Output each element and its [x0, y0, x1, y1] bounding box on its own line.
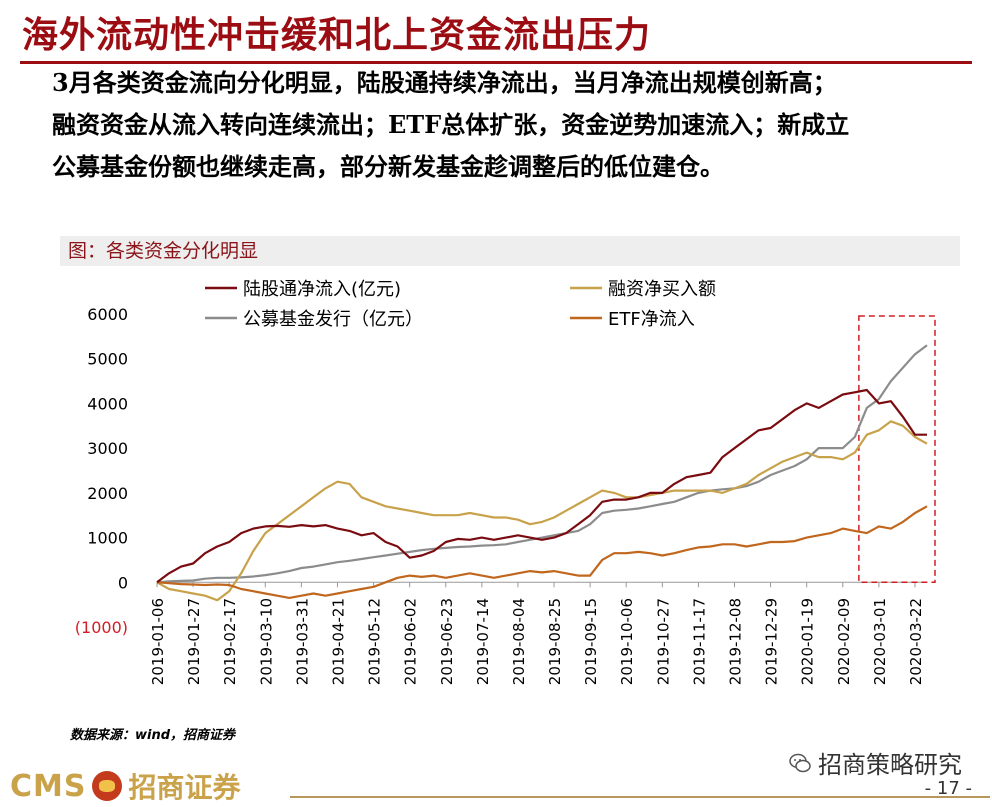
- y-tick-label: 5000: [87, 350, 128, 369]
- wechat-account: 招商策略研究: [788, 745, 962, 780]
- x-tick-label: 2019-04-21: [329, 598, 347, 685]
- x-tick-label: 2019-12-08: [727, 598, 745, 685]
- legend-label: ETF净流入: [608, 309, 695, 330]
- y-tick-label: 6000: [87, 305, 128, 324]
- y-tick-label: 2000: [87, 484, 128, 503]
- y-tick-label: 1000: [87, 529, 128, 548]
- brand-name: 招商证券: [128, 771, 241, 804]
- slide-title: 海外流动性冲击缓和北上资金流出压力: [22, 14, 652, 56]
- x-tick-label: 2019-03-31: [293, 598, 311, 685]
- series-line-4: [156, 505, 928, 600]
- wechat-name: 招商策略研究: [818, 751, 962, 779]
- page-number: - 17 -: [924, 778, 972, 799]
- y-tick-label: 3000: [87, 439, 128, 458]
- legend-label: 融资净买入额: [608, 279, 716, 300]
- y-tick-label: 0: [118, 573, 128, 592]
- title-rule: [20, 61, 972, 64]
- x-tick-label: 2019-10-27: [654, 598, 672, 685]
- y-tick-label: (1000): [75, 618, 128, 637]
- data-source: 数据来源：wind，招商证券: [70, 728, 236, 743]
- brand-logo-icon: [92, 771, 123, 801]
- x-tick-label: 2019-06-23: [438, 598, 456, 685]
- brand-cms-text: CMS: [10, 768, 87, 804]
- summary-text: 3月各类资金流向分化明显，陆股通持续净流出，当月净流出规模创新高； 融资资金从流…: [52, 62, 972, 188]
- series-line-2: [156, 420, 928, 602]
- x-tick-label: 2019-01-27: [185, 598, 203, 685]
- series-line-3: [156, 344, 928, 584]
- x-tick-label: 2020-03-22: [907, 598, 925, 685]
- x-tick-label: 2019-11-17: [690, 598, 708, 685]
- summary-line: 3月各类资金流向分化明显，陆股通持续净流出，当月净流出规模创新高；: [52, 68, 837, 97]
- x-tick-label: 2020-01-19: [799, 598, 817, 685]
- x-tick-label: 2019-08-04: [510, 598, 528, 685]
- x-tick-label: 2019-01-06: [149, 598, 167, 685]
- x-tick-label: 2019-02-17: [221, 598, 239, 685]
- x-tick-label: 2019-06-02: [402, 598, 420, 685]
- x-tick-label: 2019-05-12: [366, 598, 384, 685]
- footer-rule: [290, 796, 990, 798]
- wechat-icon: [789, 753, 811, 772]
- x-tick-label: 2019-12-29: [763, 598, 781, 685]
- x-tick-label: 2020-02-09: [835, 598, 853, 685]
- legend-label: 陆股通净流入(亿元): [243, 279, 401, 300]
- x-tick-label: 2019-09-15: [582, 598, 600, 685]
- x-tick-label: 2020-03-01: [871, 598, 889, 685]
- chart-title: 图：各类资金分化明显: [60, 236, 960, 266]
- x-tick-label: 2019-10-06: [618, 598, 636, 685]
- summary-line: 公募基金份额也继续走高，部分新发基金趁调整后的低位建仓。: [52, 152, 724, 181]
- x-tick-label: 2019-08-25: [546, 598, 564, 685]
- summary-line: 融资资金从流入转向连续流出；ETF总体扩张，资金逆势加速流入；新成立: [52, 110, 850, 139]
- highlight-box: [858, 315, 936, 584]
- x-tick-label: 2019-03-10: [257, 598, 275, 685]
- brand-logo: CMS 招商证券: [10, 768, 241, 805]
- y-tick-label: 4000: [87, 394, 128, 413]
- x-tick-label: 2019-07-14: [474, 598, 492, 685]
- legend-label: 公募基金发行（亿元）: [243, 309, 423, 330]
- series-line-1: [156, 388, 927, 584]
